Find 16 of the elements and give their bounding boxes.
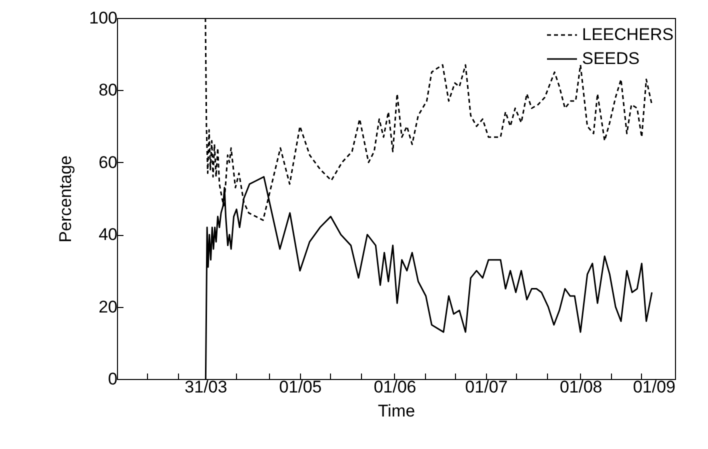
y-tick-label: 60 — [98, 152, 118, 172]
x-tick-label: 01/08 — [560, 378, 602, 396]
x-tick-label: 31/03 — [184, 378, 228, 396]
x-tick-label: 01/09 — [632, 378, 676, 396]
y-axis-title: Percentage — [56, 156, 76, 242]
x-tick-label: 01/05 — [279, 378, 322, 396]
x-tick-label: 01/07 — [465, 378, 508, 396]
y-tick-label: 80 — [98, 80, 118, 100]
y-tick-label: 40 — [98, 225, 118, 244]
y-tick-label: 100 — [89, 8, 118, 28]
x-tick-label: 01/06 — [374, 378, 416, 396]
y-tick-label: 0 — [108, 370, 118, 388]
y-tick-label: 20 — [98, 297, 118, 316]
legend-label: LEECHERS — [582, 25, 674, 44]
x-axis-title: Time — [378, 402, 416, 420]
legend-label: SEEDS — [582, 49, 640, 68]
